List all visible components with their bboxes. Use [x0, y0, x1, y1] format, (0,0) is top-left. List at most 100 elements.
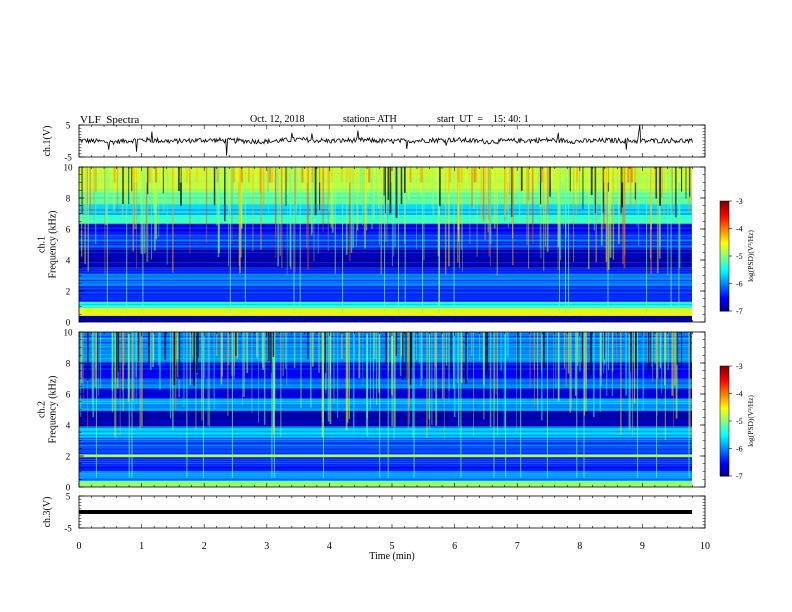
psd-line [79, 443, 692, 444]
colorbar-cell [720, 435, 729, 438]
psd-line [79, 312, 692, 314]
y-tick-label: 8 [66, 194, 71, 204]
psd-line [79, 278, 692, 279]
colorbar-cell [720, 433, 729, 437]
x-tick-label: 1 [139, 541, 144, 552]
sferic-streak [512, 167, 513, 239]
psd-line [79, 282, 692, 283]
sferic-streak [600, 332, 602, 387]
sferic-streak [371, 167, 373, 230]
y-tick-label: 5 [66, 121, 71, 131]
sferic-streak-strong [565, 167, 566, 313]
hot-patch [352, 167, 355, 183]
y-tick-label: 0 [66, 483, 71, 493]
quiet-gap [689, 332, 691, 379]
colorbar-cell [720, 448, 729, 451]
psd-line [79, 473, 692, 475]
psd-line [79, 479, 692, 481]
sferic-streak [599, 332, 602, 412]
sferic-streak [327, 332, 330, 422]
hot-patch [346, 167, 349, 183]
quiet-gap [676, 332, 678, 366]
quiet-gap [582, 332, 584, 370]
psd-line [79, 215, 692, 217]
quiet-gap [272, 332, 275, 357]
sferic-streak [158, 167, 160, 238]
sferic-streak [609, 167, 612, 258]
x-tick-label: 9 [640, 541, 645, 552]
sferic-streak [665, 332, 667, 361]
psd-line [79, 316, 692, 318]
sferic-streak [357, 167, 359, 231]
quiet-gap [590, 332, 592, 376]
sferic-streak [629, 167, 632, 208]
sferic-streak [469, 167, 471, 245]
sferic-streak [104, 167, 106, 274]
colorbar-cell [720, 386, 729, 389]
colorbar-cell [720, 455, 729, 459]
quiet-gap [681, 167, 683, 192]
colorbar-cell [720, 210, 729, 213]
hot-patch [409, 167, 412, 183]
psd-line [79, 461, 692, 463]
hot-patch [634, 167, 637, 183]
sferic-streak [495, 332, 497, 395]
sferic-streak-strong [546, 332, 548, 478]
psd-line [79, 239, 692, 241]
sferic-streak [679, 167, 681, 269]
sferic-streak [362, 332, 364, 387]
sferic-streak [116, 332, 119, 389]
colorbar-cell [720, 307, 729, 310]
time-axis: 0 1 2 3 4 5 6 7 8 9 10 Time (min) [77, 541, 711, 562]
sferic-streak [330, 167, 332, 228]
psd-line [79, 451, 692, 452]
psd-line [79, 465, 692, 467]
colorbar-tick-label: -7 [736, 472, 743, 481]
quiet-gap [675, 167, 677, 218]
y-tick-label: 4 [66, 421, 71, 431]
sferic-streak [539, 167, 541, 249]
sferic-streak [341, 332, 343, 359]
sferic-streak-strong [656, 332, 658, 478]
colorbar-tick-label: -7 [736, 307, 743, 316]
sferic-streak [487, 167, 489, 220]
date-label: Oct. 12, 2018 [250, 114, 305, 125]
quiet-gap [655, 167, 657, 199]
sferic-streak [116, 167, 118, 214]
sferic-streak-strong [299, 167, 301, 313]
sferic-streak [462, 167, 463, 272]
sferic-streak [221, 332, 223, 377]
psd-line [79, 380, 692, 382]
colorbar-cell [720, 278, 729, 281]
sferic-streak [453, 332, 456, 418]
colorbar-cell [720, 406, 729, 409]
sferic-streak [618, 167, 620, 245]
sferic-streak [376, 167, 378, 216]
x-axis-label: Time (min) [369, 551, 414, 562]
sferic-streak [282, 332, 284, 376]
sferic-streak-strong [439, 167, 440, 313]
sferic-streak [370, 332, 371, 410]
sferic-streak [378, 332, 380, 393]
sferic-streak [497, 332, 498, 437]
quiet-gap [162, 167, 164, 194]
psd-line [79, 302, 692, 304]
psd-line [79, 300, 692, 302]
colorbar-cell [720, 245, 729, 248]
colorbar-cell [720, 463, 729, 466]
sferic-streak [231, 167, 233, 244]
sferic-streak-strong [142, 167, 144, 313]
sferic-streak [538, 167, 540, 200]
colorbar-cell [720, 470, 729, 473]
hot-patch [113, 167, 116, 183]
sferic-streak-strong [520, 332, 522, 478]
sferic-streak [494, 332, 495, 412]
psd-line [79, 422, 692, 424]
sferic-streak [204, 332, 206, 379]
colorbar-cell [720, 410, 729, 413]
sferic-streak [286, 167, 288, 276]
hot-patch [237, 167, 240, 183]
hot-patch [134, 167, 137, 183]
sferic-streak [528, 167, 530, 269]
hot-patch [473, 167, 476, 183]
